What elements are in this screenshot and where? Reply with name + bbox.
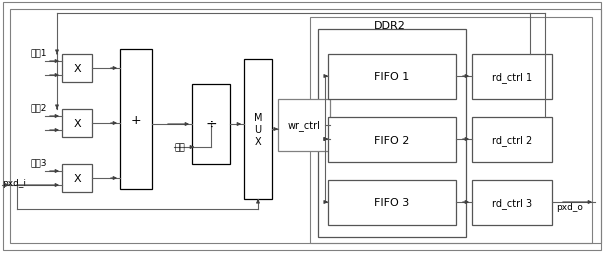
Bar (62, 55, 92, 83)
Text: +: + (131, 113, 142, 126)
Bar (244, 60, 272, 199)
Bar (310, 18, 592, 243)
Text: FIFO 3: FIFO 3 (374, 198, 410, 208)
Text: FIFO 2: FIFO 2 (374, 135, 410, 145)
Text: rd_ctrl 3: rd_ctrl 3 (492, 197, 532, 208)
Text: M
U
X: M U X (253, 113, 262, 146)
Text: 参数3: 参数3 (30, 158, 47, 167)
Text: 容量: 容量 (174, 143, 185, 152)
Bar (472, 118, 552, 162)
Text: X: X (73, 173, 81, 183)
Text: ÷: ÷ (205, 118, 217, 132)
Bar (318, 30, 466, 237)
Text: wr_ctrl: wr_ctrl (287, 120, 321, 131)
Bar (62, 109, 92, 137)
Bar (62, 164, 92, 192)
Bar (328, 180, 456, 225)
Text: 参数1: 参数1 (30, 48, 47, 57)
Text: X: X (73, 119, 81, 129)
Text: X: X (73, 64, 81, 74)
Bar (120, 50, 152, 189)
Text: pxd_o: pxd_o (556, 203, 583, 212)
Text: FIFO 1: FIFO 1 (374, 72, 410, 82)
Bar (472, 180, 552, 225)
Bar (472, 55, 552, 100)
Text: rd_ctrl 2: rd_ctrl 2 (492, 135, 532, 145)
Text: rd_ctrl 1: rd_ctrl 1 (492, 72, 532, 83)
Bar (328, 118, 456, 162)
Text: DDR2: DDR2 (374, 21, 406, 31)
Bar (278, 100, 330, 151)
Bar (192, 85, 230, 164)
Text: 参数2: 参数2 (30, 103, 47, 112)
Text: pxd_i: pxd_i (2, 178, 26, 187)
Bar (328, 55, 456, 100)
